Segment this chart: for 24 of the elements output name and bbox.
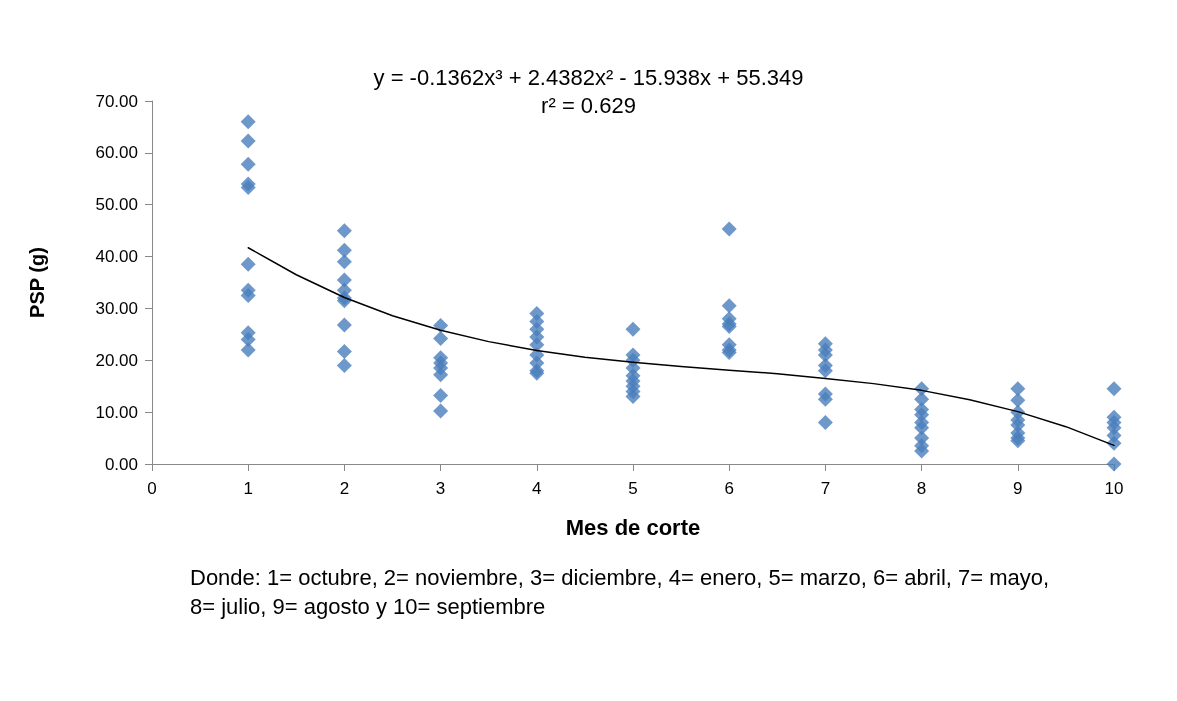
y-tick-label: 10.00 xyxy=(95,402,138,422)
y-tick-label: 60.00 xyxy=(95,143,138,163)
x-tick-label: 1 xyxy=(243,479,253,498)
text: y = -0.1362x³ + 2.4382x² - 15.938x + 55.349 xyxy=(373,64,804,90)
x-tick-label: 10 xyxy=(1104,479,1124,498)
x-tick-label: 5 xyxy=(628,479,638,498)
y-axis-title: PSP (g) xyxy=(26,247,48,318)
annotation: r² = 0.629 xyxy=(541,92,636,118)
x-tick-label: 6 xyxy=(724,479,734,498)
y-tick-label: 20.00 xyxy=(95,350,138,370)
x-tick-label: 2 xyxy=(339,479,350,498)
x-tick-label: 4 xyxy=(532,479,542,498)
x-tick-label: 3 xyxy=(435,479,446,498)
x-tick-label: 9 xyxy=(1013,479,1023,498)
y-tick-label: 50.00 xyxy=(95,195,138,215)
y-tick-label: 40.00 xyxy=(95,247,138,267)
text: Donde: 1= octubre, 2= noviembre, 3= diciembre, 4= enero, 5= marzo, 6= abril, 7= mayo, 8= julio, 9= agosto y 10= septiembre xyxy=(190,565,1056,619)
x-axis-title: Mes de corte xyxy=(565,514,701,540)
x-tick-label: 0 xyxy=(147,479,157,498)
y-tick-label: 0.00 xyxy=(104,454,138,474)
x-tick-label: 8 xyxy=(916,479,927,498)
y-tick-label: 30.00 xyxy=(95,298,138,318)
y-tick-label: 70.00 xyxy=(95,91,138,111)
x-tick-label: 7 xyxy=(820,479,831,498)
